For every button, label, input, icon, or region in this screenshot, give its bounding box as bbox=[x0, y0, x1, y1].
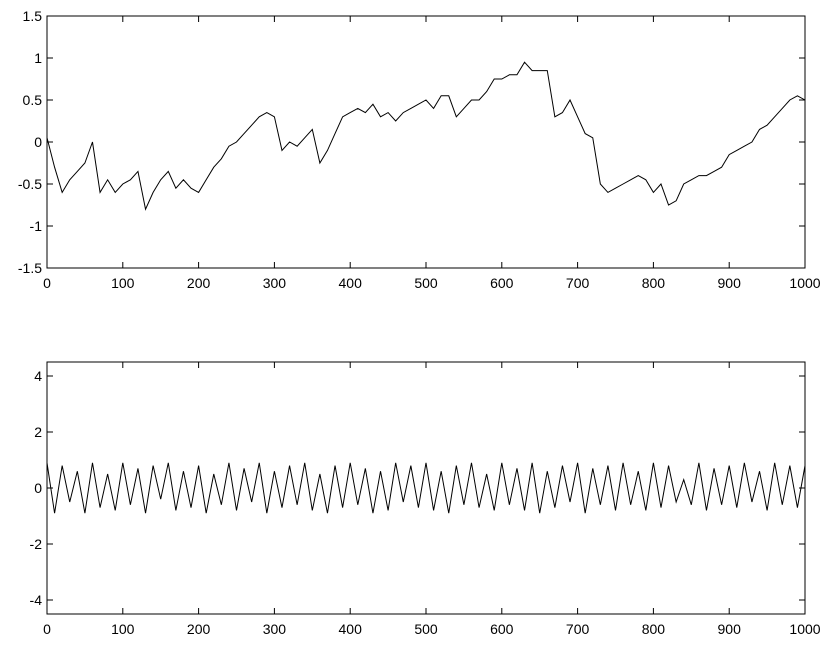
y-tick-label: 0 bbox=[34, 134, 42, 150]
y-tick-label: -1 bbox=[30, 218, 43, 234]
x-tick-label: 0 bbox=[43, 275, 51, 291]
y-tick-label: -1.5 bbox=[18, 260, 42, 276]
x-tick-label: 100 bbox=[111, 621, 135, 637]
y-tick-label: -2 bbox=[30, 536, 43, 552]
y-tick-label: 1.5 bbox=[23, 8, 43, 24]
x-tick-label: 600 bbox=[490, 621, 514, 637]
y-tick-label: 2 bbox=[34, 424, 42, 440]
x-tick-label: 900 bbox=[718, 621, 742, 637]
data-line bbox=[46, 61, 806, 211]
x-tick-label: 400 bbox=[339, 275, 363, 291]
x-tick-label: 200 bbox=[187, 275, 211, 291]
x-tick-label: 200 bbox=[187, 621, 211, 637]
x-tick-label: 500 bbox=[414, 275, 438, 291]
y-tick-label: -4 bbox=[30, 592, 43, 608]
x-tick-label: 1000 bbox=[789, 275, 820, 291]
x-tick-label: 800 bbox=[642, 621, 666, 637]
x-tick-label: 100 bbox=[111, 275, 135, 291]
x-tick-label: 700 bbox=[566, 275, 590, 291]
y-tick-label: 4 bbox=[34, 368, 42, 384]
x-tick-label: 300 bbox=[263, 275, 287, 291]
y-tick-label: 1 bbox=[34, 50, 42, 66]
x-tick-label: 1000 bbox=[789, 621, 820, 637]
x-tick-label: 600 bbox=[490, 275, 514, 291]
x-tick-label: 300 bbox=[263, 621, 287, 637]
data-line bbox=[46, 462, 806, 514]
x-tick-label: 400 bbox=[339, 621, 363, 637]
x-tick-label: 800 bbox=[642, 275, 666, 291]
x-tick-label: 500 bbox=[414, 621, 438, 637]
y-tick-label: 0 bbox=[34, 480, 42, 496]
y-tick-label: -0.5 bbox=[18, 176, 42, 192]
plot-frame bbox=[46, 15, 806, 269]
x-tick-label: 0 bbox=[43, 621, 51, 637]
y-tick-label: 0.5 bbox=[23, 92, 43, 108]
plot-frame bbox=[46, 361, 806, 615]
x-tick-label: 900 bbox=[718, 275, 742, 291]
x-tick-label: 700 bbox=[566, 621, 590, 637]
